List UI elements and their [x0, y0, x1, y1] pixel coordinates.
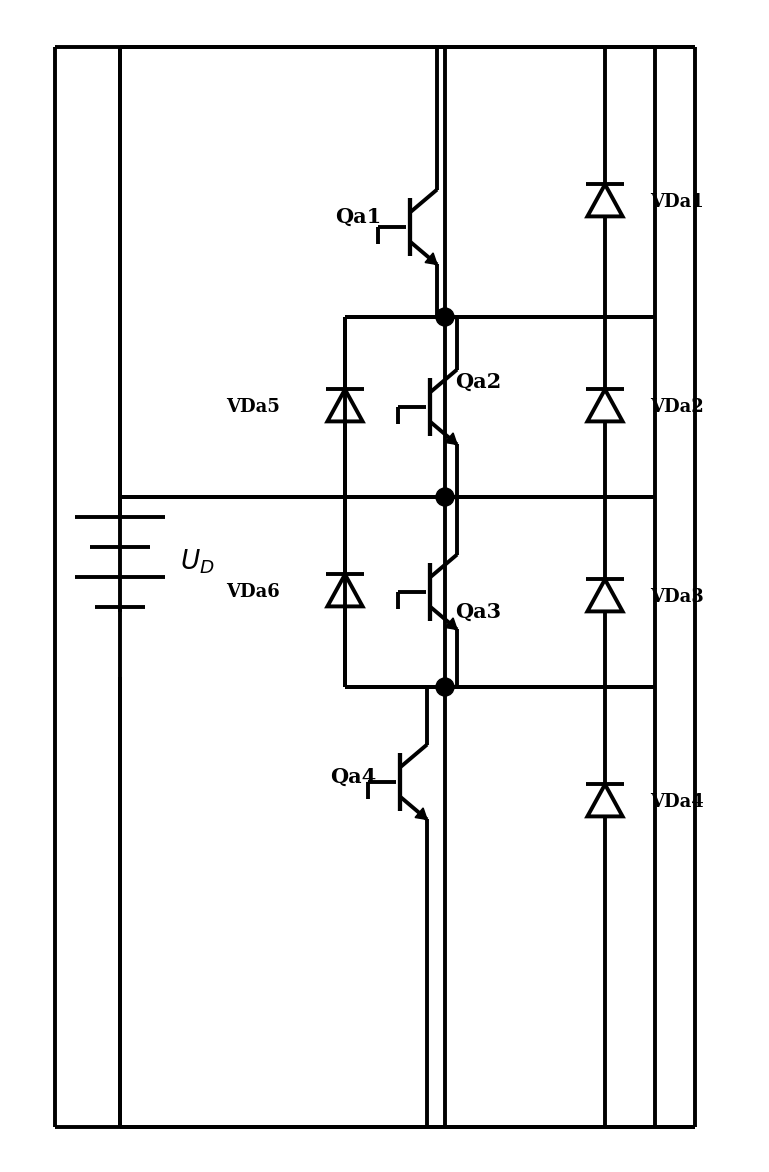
- Text: Qa4: Qa4: [330, 766, 376, 788]
- Text: VDa4: VDa4: [650, 793, 704, 811]
- Text: Qa3: Qa3: [455, 602, 501, 622]
- Circle shape: [436, 308, 454, 326]
- Text: VDa5: VDa5: [226, 398, 280, 416]
- Text: Qa2: Qa2: [455, 372, 501, 391]
- Text: VDa3: VDa3: [650, 588, 704, 606]
- Text: VDa2: VDa2: [650, 398, 704, 416]
- Text: VDa1: VDa1: [650, 193, 704, 211]
- Text: Qa1: Qa1: [335, 207, 381, 227]
- Text: VDa6: VDa6: [226, 582, 280, 601]
- Circle shape: [436, 677, 454, 696]
- Polygon shape: [425, 253, 437, 265]
- Text: $U_D$: $U_D$: [180, 547, 215, 577]
- Polygon shape: [445, 432, 457, 444]
- Circle shape: [436, 488, 454, 506]
- Polygon shape: [415, 808, 427, 819]
- Polygon shape: [445, 618, 457, 629]
